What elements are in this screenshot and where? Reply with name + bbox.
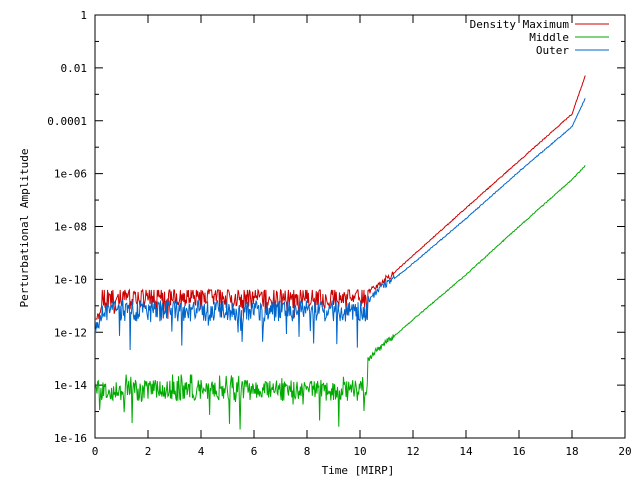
x-tick-label: 14 xyxy=(459,445,473,458)
legend-label: Density Maximum xyxy=(470,18,570,31)
series-line-3 xyxy=(94,98,586,351)
x-axis-label: Time [MIRP] xyxy=(322,464,395,477)
series-layer xyxy=(94,75,586,430)
legend-label: Outer xyxy=(536,44,569,57)
x-tick-label: 8 xyxy=(304,445,311,458)
x-tick-label: 16 xyxy=(512,445,525,458)
y-tick-label: 1e-10 xyxy=(54,273,87,286)
x-tick-label: 10 xyxy=(353,445,366,458)
y-tick-label: 1e-16 xyxy=(54,432,87,445)
x-tick-label: 18 xyxy=(565,445,578,458)
series-line-2 xyxy=(94,164,586,430)
x-tick-label: 20 xyxy=(618,445,631,458)
series-line-1 xyxy=(95,75,586,320)
x-tick-label: 4 xyxy=(198,445,205,458)
y-axis-ticks: 1e-16 1e-14 1e-12 1e-10 1e-08 1e-06 0.0001 0.01… xyxy=(47,9,625,445)
plot-frame xyxy=(94,14,626,439)
y-tick-label: 0.0001 xyxy=(47,115,87,128)
x-tick-label: 6 xyxy=(251,445,258,458)
x-axis-ticks: 0 2 4 6 8 10 12 14 16 18 20 xyxy=(92,15,632,458)
y-tick-label: 1 xyxy=(80,9,87,22)
y-tick-label: 1e-12 xyxy=(54,326,87,339)
y-tick-label: 0.01 xyxy=(61,62,88,75)
x-tick-label: 12 xyxy=(406,445,419,458)
x-tick-label: 0 xyxy=(92,445,99,458)
y-tick-label: 1e-14 xyxy=(54,379,87,392)
legend-label: Middle xyxy=(529,31,569,44)
y-tick-label: 1e-08 xyxy=(54,221,87,234)
y-tick-label: 1e-06 xyxy=(54,168,87,181)
x-tick-label: 2 xyxy=(145,445,152,458)
y-axis-label: Perturbational Amplitude xyxy=(18,149,31,308)
